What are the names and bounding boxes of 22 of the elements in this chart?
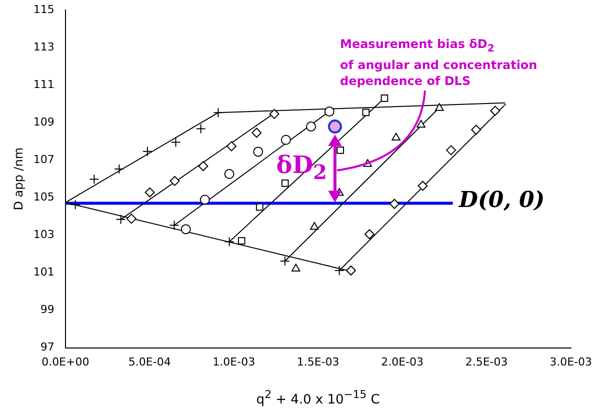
x-tick-label: 3.0E-03 [550, 355, 592, 368]
x-tick-label: 1.5E-03 [296, 355, 340, 368]
y-tick-label: 113 [33, 40, 54, 54]
y-tick-label: 107 [33, 152, 54, 166]
x-tick-label: 2.5E-03 [465, 355, 508, 368]
y-tick-label: 103 [33, 228, 54, 242]
y-tick-label: 111 [33, 78, 54, 91]
y-tick-label: 115 [33, 2, 54, 16]
y-tick-label: 109 [33, 115, 54, 128]
y-tick-label: 97 [40, 340, 54, 354]
y-tick-label: 99 [40, 303, 54, 316]
x-axis-title: q$^{2}$ + 4.0 x 10$^{−15}$ C [255, 388, 381, 408]
x-tick-label: 5.0E-04 [128, 355, 171, 368]
annotation: Measurement bias δD$_{2}$ of angular and concentration dependence of DLS [340, 36, 538, 90]
y-tick-label: 101 [33, 266, 54, 279]
x-tick-label: 0.0E+00 [42, 355, 90, 368]
x-tick-label: 2.0E-03 [381, 355, 424, 368]
annotation: δD$_{2}$ [276, 150, 327, 184]
y-tick-label: 105 [33, 190, 54, 204]
x-tick-label: 1.0E-03 [212, 355, 256, 368]
series-label: D(0, 0) [458, 187, 545, 214]
y-axis-title: D app /nm [11, 148, 26, 210]
